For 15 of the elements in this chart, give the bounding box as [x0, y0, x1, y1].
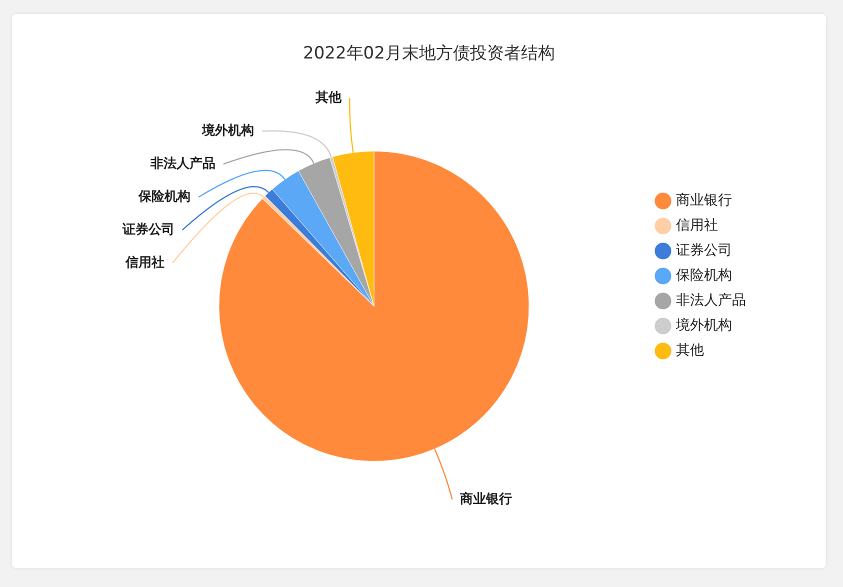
legend-label: 境外机构 [675, 318, 732, 334]
slice-label: 境外机构 [201, 122, 254, 138]
chart-title: 2022年02月末地方债投资者结构 [303, 44, 555, 64]
slice-label: 非法人产品 [149, 155, 216, 172]
slice-label: 证券公司 [121, 222, 174, 238]
slice-label: 信用社 [124, 254, 164, 270]
slice-label: 保险机构 [138, 189, 191, 204]
legend-label: 证券公司 [676, 242, 732, 259]
legend-label: 其他 [676, 342, 704, 359]
slice-label: 商业银行 [459, 490, 512, 507]
legend-label: 商业银行 [676, 192, 732, 209]
slice-label: 其他 [314, 90, 343, 106]
legend-label: 信用社 [676, 218, 718, 234]
legend-label: 保险机构 [676, 268, 732, 284]
legend-label: 非法人产品 [676, 292, 746, 309]
